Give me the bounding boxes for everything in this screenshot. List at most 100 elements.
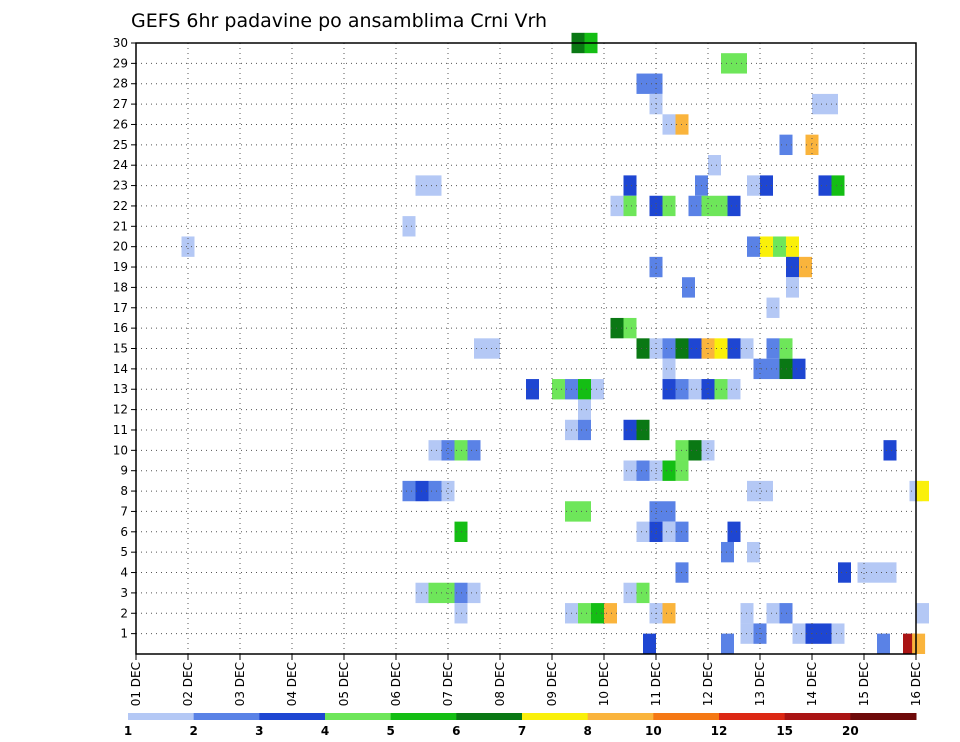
- y-tick-label: 18: [113, 280, 128, 294]
- precip-cell: [526, 379, 539, 400]
- precip-cell: [441, 440, 455, 461]
- colorbar-swatch: [784, 713, 851, 720]
- precip-cell: [786, 236, 799, 257]
- precip-cell: [662, 460, 676, 481]
- precip-cell: [578, 399, 591, 420]
- y-tick-label: 17: [113, 301, 128, 315]
- precip-cell: [721, 633, 734, 654]
- y-tick-label: 14: [113, 362, 128, 376]
- precip-cell: [688, 379, 702, 400]
- chart-title: GEFS 6hr padavine po ansamblima Crni Vrh: [131, 10, 547, 32]
- colorbar-label: 7: [518, 724, 526, 738]
- precip-cell: [181, 236, 195, 257]
- precip-cell: [912, 633, 926, 654]
- precip-cell: [708, 155, 721, 176]
- y-tick-label: 19: [113, 260, 128, 274]
- x-tick-label: 04 DEC: [285, 662, 299, 706]
- colorbar-swatch: [390, 713, 457, 720]
- precip-cell: [727, 338, 741, 359]
- y-tick-label: 23: [113, 179, 128, 193]
- colorbar-swatch: [653, 713, 720, 720]
- y-tick-label: 10: [113, 443, 128, 457]
- precip-cell: [766, 338, 780, 359]
- precip-cell: [701, 195, 715, 217]
- colorbar-swatch: [522, 713, 589, 720]
- precip-cell: [818, 175, 832, 196]
- colorbar-label: 8: [583, 724, 591, 738]
- precip-cell: [623, 460, 637, 481]
- precip-cell: [786, 277, 799, 298]
- precip-cell: [766, 297, 780, 318]
- colorbar: 1 2 3 4 5 6 7 8 10 12 15 20: [124, 713, 917, 738]
- precip-cell: [636, 419, 650, 441]
- precip-cell: [682, 277, 695, 298]
- precip-cell: [877, 633, 890, 654]
- precip-cell: [721, 53, 734, 74]
- precip-cell: [636, 582, 650, 604]
- precip-cell: [578, 501, 591, 522]
- precip-cell: [623, 317, 637, 339]
- x-tick-label: 06 DEC: [389, 662, 403, 706]
- precip-cell: [701, 379, 715, 400]
- precip-cell: [428, 440, 442, 461]
- precip-cell: [688, 440, 702, 461]
- y-tick-label: 21: [113, 219, 128, 233]
- y-tick-label: 1: [120, 627, 128, 641]
- precip-cell: [636, 73, 650, 94]
- precip-cell: [487, 338, 500, 359]
- precip-cell: [402, 480, 416, 502]
- precip-cell: [857, 562, 871, 583]
- precip-cell: [799, 256, 812, 278]
- y-tick-label: 11: [113, 423, 128, 437]
- y-tick-label: 29: [113, 56, 128, 70]
- y-tick-label: 7: [120, 504, 128, 518]
- x-tick-label: 15 DEC: [857, 662, 871, 706]
- colorbar-label: 3: [255, 724, 263, 738]
- y-tick-label: 22: [113, 199, 128, 213]
- x-tick-label: 09 DEC: [545, 662, 559, 706]
- precip-cell: [818, 623, 832, 644]
- precip-cell: [766, 358, 780, 380]
- y-tick-label: 8: [120, 484, 128, 498]
- precip-cell: [604, 603, 617, 624]
- precip-cell: [721, 541, 734, 563]
- precip-cell: [786, 256, 799, 278]
- precip-cell: [747, 480, 760, 502]
- x-tick-label: 11 DEC: [649, 662, 663, 706]
- precip-cell: [474, 338, 487, 359]
- x-tick-label: 14 DEC: [805, 662, 819, 706]
- colorbar-swatch: [850, 713, 917, 720]
- colorbar-label: 20: [842, 724, 859, 738]
- x-tick-label: 16 DEC: [909, 662, 923, 706]
- precip-cell: [812, 93, 825, 115]
- precip-cell: [727, 521, 741, 542]
- precip-cell: [688, 338, 702, 359]
- y-tick-label: 27: [113, 97, 128, 111]
- precip-cell: [747, 236, 760, 257]
- precip-cell: [727, 379, 741, 400]
- precip-cell: [662, 603, 676, 624]
- colorbar-swatch: [456, 713, 523, 720]
- precip-cell: [662, 114, 676, 135]
- precip-cell: [636, 460, 650, 481]
- y-tick-label: 28: [113, 77, 128, 91]
- precip-cell: [623, 582, 637, 604]
- precip-cell: [792, 623, 806, 644]
- precip-cell: [916, 603, 929, 624]
- colorbar-label: 12: [711, 724, 728, 738]
- colorbar-swatch: [193, 713, 260, 720]
- precip-cell: [662, 379, 676, 400]
- x-tick-label: 12 DEC: [701, 662, 715, 706]
- y-tick-label: 5: [120, 545, 128, 559]
- precip-cell: [883, 440, 897, 461]
- x-tick-label: 07 DEC: [441, 662, 455, 706]
- precip-cell: [747, 175, 760, 196]
- colorbar-swatch: [128, 713, 195, 720]
- precip-cell: [883, 562, 897, 583]
- precip-cell: [734, 53, 747, 74]
- precip-cell: [662, 358, 676, 380]
- precip-cell: [428, 175, 442, 196]
- x-tick-label: 13 DEC: [753, 662, 767, 706]
- precip-cell: [467, 582, 481, 604]
